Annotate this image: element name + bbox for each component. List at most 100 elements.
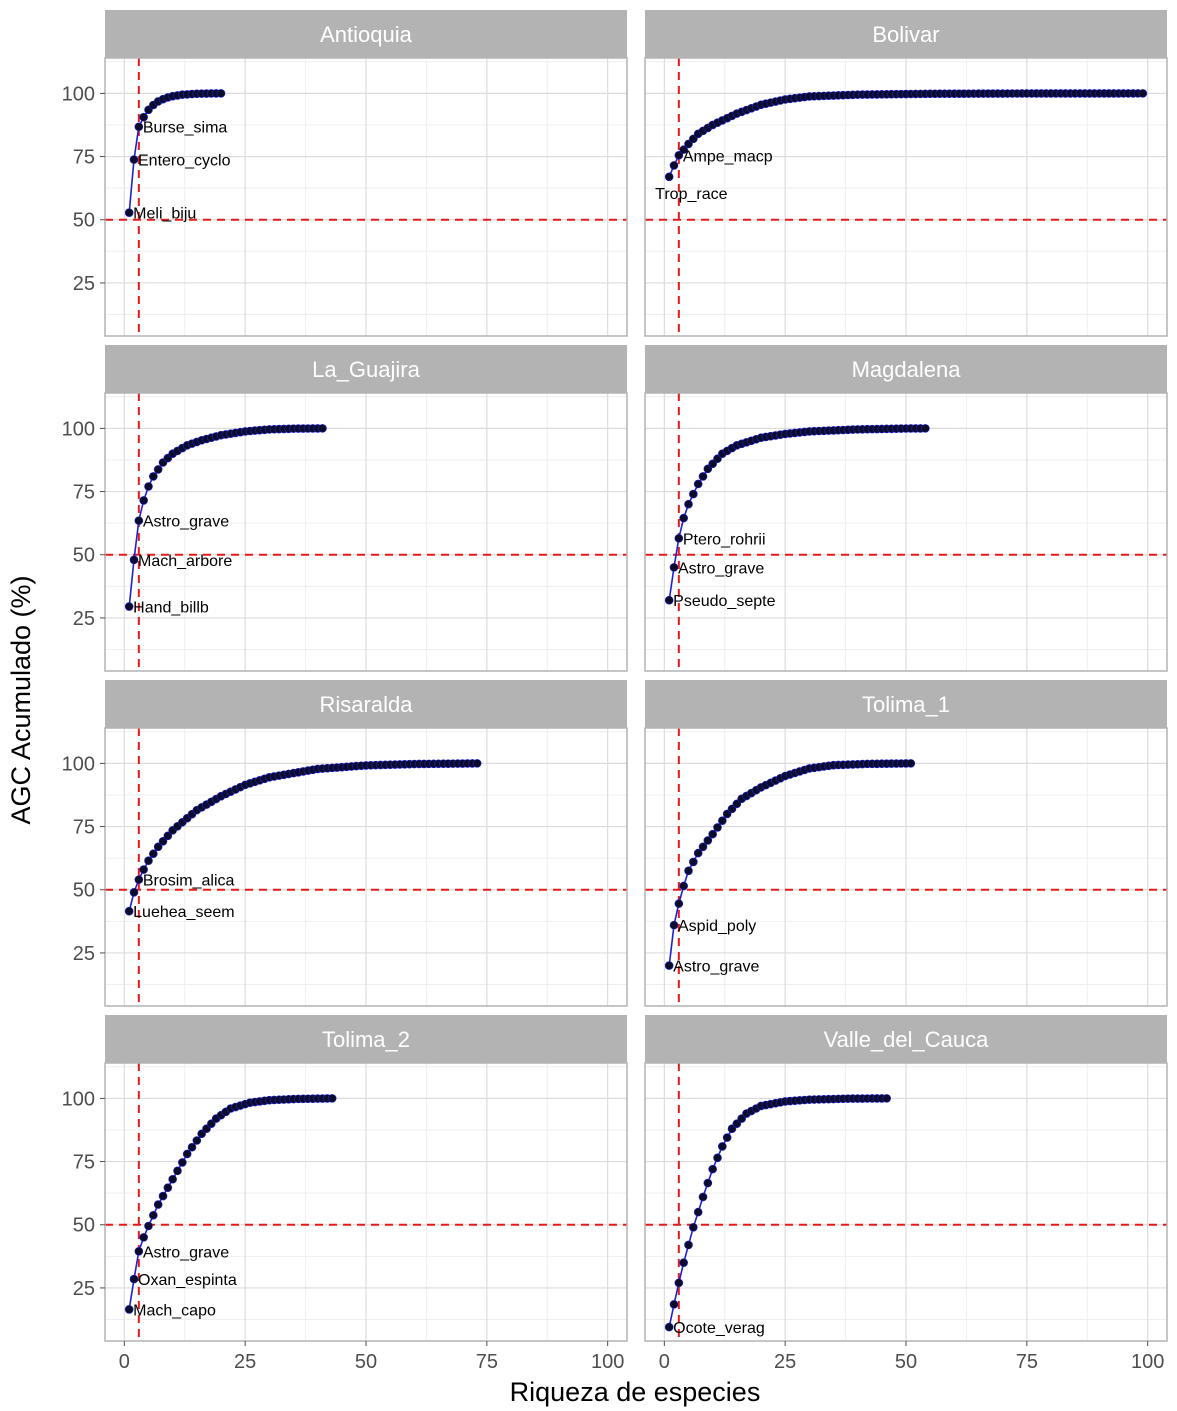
- data-point: [129, 555, 139, 565]
- data-point: [679, 881, 688, 891]
- panel-border: [104, 727, 628, 1007]
- data-point: [192, 1136, 202, 1145]
- facet-strip: [645, 680, 1167, 728]
- point-label: Astro_grave: [673, 959, 759, 976]
- y-axis-title: AGC Acumulado (%): [6, 575, 36, 824]
- data-point: [679, 513, 688, 523]
- data-point: [674, 899, 684, 908]
- data-point: [318, 424, 327, 433]
- y-tick-label: 50: [73, 1215, 95, 1237]
- y-tick-label: 100: [62, 418, 95, 440]
- y-tick-label: 75: [73, 817, 95, 839]
- y-tick-label: 50: [73, 210, 95, 232]
- x-tick-label: 100: [591, 1351, 624, 1373]
- data-point: [669, 1300, 679, 1309]
- facet-panel-antioquia: Antioquia Meli_biju Entero_cyclo Burse_sima…: [62, 10, 628, 337]
- facet-panel-la_guajira: La_Guajira Hand_billb Mach_arbore Astro_gra…: [62, 345, 628, 672]
- data-point: [182, 1149, 192, 1159]
- facet-strip: [105, 10, 627, 58]
- point-label: Hand_billb: [133, 600, 209, 617]
- data-point: [168, 1174, 177, 1184]
- y-tick-label: 50: [73, 880, 95, 902]
- data-point: [708, 1164, 717, 1174]
- data-point: [689, 857, 698, 867]
- facet-title: Valle_del_Cauca: [824, 1027, 989, 1052]
- data-point: [149, 849, 158, 859]
- data-point: [163, 831, 173, 841]
- data-point: [144, 856, 153, 865]
- data-point: [187, 1142, 197, 1152]
- data-point: [124, 602, 134, 611]
- data-point: [698, 842, 708, 852]
- facet-title: Tolima_1: [862, 692, 950, 717]
- data-point: [173, 1166, 182, 1176]
- data-point: [689, 1222, 698, 1232]
- point-label: Astro_grave: [678, 560, 764, 577]
- y-tick-label: 100: [62, 83, 95, 105]
- facet-title: Risaralda: [320, 692, 414, 717]
- facet-panel-tolima_1: Tolima_1 Astro_grave Aspid_poly: [644, 680, 1168, 1007]
- data-point: [693, 848, 703, 858]
- data-point: [178, 1158, 187, 1167]
- y-tick-label: 100: [62, 1088, 95, 1110]
- data-point: [134, 875, 144, 884]
- data-point: [153, 1200, 163, 1209]
- x-tick-label: 0: [119, 1351, 130, 1373]
- facet-strip: [105, 345, 627, 393]
- facet-panel-tolima_2: Tolima_2 Mach_capo Oxan_espinta Astro_grave…: [62, 1015, 628, 1373]
- point-label: Meli_biju: [133, 206, 196, 223]
- data-point: [134, 516, 144, 525]
- facet-title: Magdalena: [852, 357, 962, 382]
- x-tick-label: 50: [355, 1351, 377, 1373]
- y-tick-label: 25: [73, 1278, 95, 1300]
- y-tick-label: 25: [73, 273, 95, 295]
- panel-border: [644, 57, 1168, 337]
- data-point: [906, 759, 916, 768]
- data-point: [669, 920, 679, 930]
- facet-strip: [105, 680, 627, 728]
- y-tick-label: 75: [73, 1152, 95, 1174]
- data-point: [139, 1233, 148, 1242]
- point-label: Mach_arbore: [138, 553, 232, 570]
- data-point: [124, 208, 134, 217]
- data-point: [129, 1274, 139, 1284]
- data-point: [163, 1183, 173, 1192]
- x-tick-label: 75: [476, 1351, 498, 1373]
- data-point: [674, 534, 684, 543]
- data-point: [693, 1207, 703, 1217]
- y-tick-label: 100: [62, 753, 95, 775]
- data-point: [134, 122, 144, 132]
- data-point: [684, 866, 693, 876]
- point-label: Ptero_rohrii: [683, 531, 766, 548]
- data-point: [674, 1278, 684, 1288]
- x-tick-label: 75: [1016, 1351, 1038, 1373]
- y-tick-label: 25: [73, 608, 95, 630]
- data-point: [124, 1305, 134, 1314]
- data-point: [144, 1221, 153, 1231]
- data-point: [703, 836, 713, 845]
- data-point: [664, 1322, 674, 1332]
- data-point: [693, 479, 703, 489]
- y-tick-label: 75: [73, 482, 95, 504]
- facet-title: Bolivar: [872, 22, 939, 47]
- data-point: [139, 496, 148, 505]
- data-point: [153, 842, 163, 852]
- y-tick-label: 75: [73, 147, 95, 169]
- panel-border: [104, 392, 628, 672]
- data-point: [216, 89, 226, 98]
- x-tick-label: 50: [895, 1351, 917, 1373]
- data-point: [722, 1133, 732, 1142]
- x-tick-label: 25: [774, 1351, 796, 1373]
- data-point: [684, 499, 693, 509]
- data-point: [882, 1094, 891, 1103]
- data-point: [679, 145, 688, 154]
- data-point: [144, 482, 153, 491]
- data-point: [713, 823, 722, 832]
- x-tick-label: 25: [234, 1351, 256, 1373]
- data-point: [703, 1178, 713, 1188]
- point-label: Burse_sima: [143, 120, 228, 137]
- data-point: [713, 1153, 722, 1163]
- x-axis-title: Riqueza de especies: [510, 1377, 761, 1407]
- data-point: [684, 1240, 693, 1250]
- facet-title: La_Guajira: [312, 357, 420, 382]
